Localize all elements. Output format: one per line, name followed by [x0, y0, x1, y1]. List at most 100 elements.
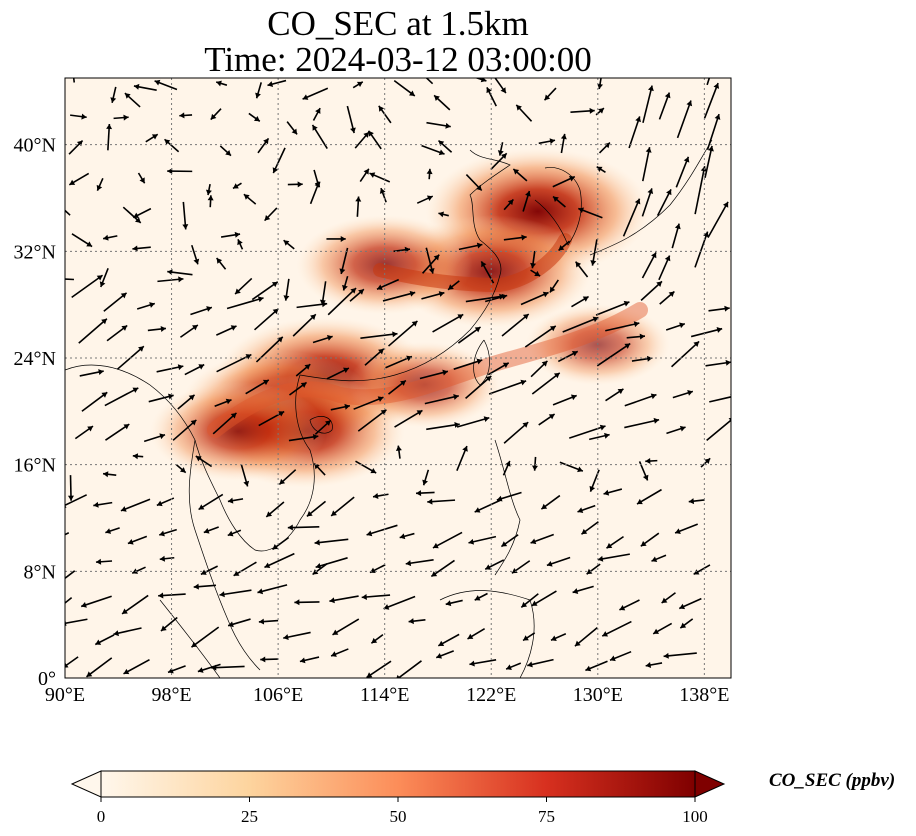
wind-vector — [74, 425, 94, 440]
wind-vector — [143, 433, 166, 443]
wind-vector — [645, 458, 658, 465]
wind-vector — [522, 632, 536, 642]
wind-vector — [312, 335, 333, 344]
wind-vector — [123, 658, 150, 675]
wind-vector — [360, 331, 398, 339]
wind-vector — [210, 108, 222, 121]
wind-vector — [95, 558, 113, 565]
wind-vector — [659, 290, 675, 305]
wind-vector — [286, 121, 298, 135]
wind-vector — [658, 92, 671, 120]
plot-title: CO_SEC at 1.5km — [267, 4, 529, 43]
wind-vector — [675, 156, 690, 188]
wind-vector — [456, 416, 490, 428]
colorbar-tick-label: 0 — [97, 807, 106, 826]
wind-vector — [520, 593, 539, 608]
wind-vector — [299, 656, 320, 664]
coastline-japan — [589, 139, 713, 256]
wind-vector — [598, 142, 611, 154]
wind-vector — [287, 181, 303, 188]
wind-vector — [216, 353, 252, 373]
wind-vector — [159, 528, 177, 537]
wind-vector — [543, 87, 557, 101]
wind-vector — [502, 460, 511, 476]
wind-vector — [257, 137, 270, 154]
wind-vector — [148, 393, 174, 403]
wind-vector — [103, 292, 128, 312]
wind-vector — [207, 195, 214, 208]
wind-vector — [511, 560, 531, 574]
wind-vector — [177, 394, 196, 410]
wind-vector — [405, 558, 434, 567]
wind-vector — [467, 628, 486, 640]
wind-vector — [474, 592, 488, 601]
y-tick-label: 32°N — [14, 241, 56, 263]
wind-vector — [704, 145, 714, 179]
wind-vector — [288, 433, 319, 442]
wind-vector — [110, 86, 117, 103]
wind-vector — [370, 633, 384, 644]
wind-vector — [624, 417, 660, 429]
wind-vector — [203, 526, 219, 534]
wind-vector — [376, 278, 400, 290]
wind-vector — [295, 363, 311, 377]
wind-vector — [530, 533, 554, 545]
wind-vector — [314, 419, 332, 435]
wind-vector — [302, 87, 329, 100]
wind-vector — [457, 326, 482, 344]
wind-vector — [355, 460, 377, 474]
wind-vector — [237, 238, 244, 250]
wind-vector — [354, 131, 370, 149]
wind-vector — [531, 372, 561, 395]
wind-vector — [421, 291, 445, 300]
wind-vector — [264, 207, 278, 222]
colorbar-extend-low — [70, 770, 102, 798]
wind-vector — [195, 455, 213, 468]
wind-vector — [530, 269, 541, 277]
wind-vector — [530, 250, 537, 269]
wind-vector — [606, 535, 624, 549]
wind-vector — [538, 413, 556, 426]
wind-vector — [595, 300, 630, 316]
wind-vector — [78, 318, 108, 344]
wind-vector — [312, 107, 321, 121]
wind-vector — [227, 497, 244, 504]
wind-vector — [240, 464, 250, 487]
y-tick-label: 16°N — [14, 455, 56, 477]
wind-vector — [132, 453, 144, 460]
wind-vector — [437, 139, 453, 153]
y-tick-label: 40°N — [14, 135, 56, 157]
wind-vector — [676, 100, 693, 139]
wind-vector — [396, 660, 422, 678]
wind-vector — [626, 333, 646, 340]
wind-vector — [558, 240, 571, 252]
wind-vector — [603, 488, 623, 496]
wind-vector — [490, 152, 508, 171]
wind-vector — [458, 242, 483, 251]
wind-vector — [661, 592, 676, 604]
wind-vector — [319, 281, 327, 306]
wind-vector — [379, 187, 387, 203]
wind-vector — [65, 278, 74, 281]
wind-vector — [393, 79, 416, 97]
wind-vector — [226, 296, 264, 310]
wind-vector — [80, 595, 112, 608]
wind-vector — [503, 234, 527, 241]
colorbar-tick-label: 25 — [241, 807, 258, 826]
wind-vector — [214, 398, 232, 408]
wind-vector — [424, 394, 459, 405]
wind-vector — [642, 85, 654, 123]
wind-vector — [382, 290, 416, 302]
map-frame — [64, 77, 732, 679]
co-plume-5 — [150, 381, 327, 481]
wind-vector — [156, 497, 175, 507]
wind-vector — [500, 534, 519, 548]
wind-vector — [469, 659, 497, 667]
wind-vector — [258, 618, 279, 625]
wind-vector — [167, 168, 193, 175]
y-tick-label: 24°N — [14, 348, 56, 370]
wind-vector — [663, 652, 697, 659]
wind-vector — [113, 627, 142, 637]
wind-vector — [219, 589, 252, 598]
wind-vector — [538, 138, 556, 145]
